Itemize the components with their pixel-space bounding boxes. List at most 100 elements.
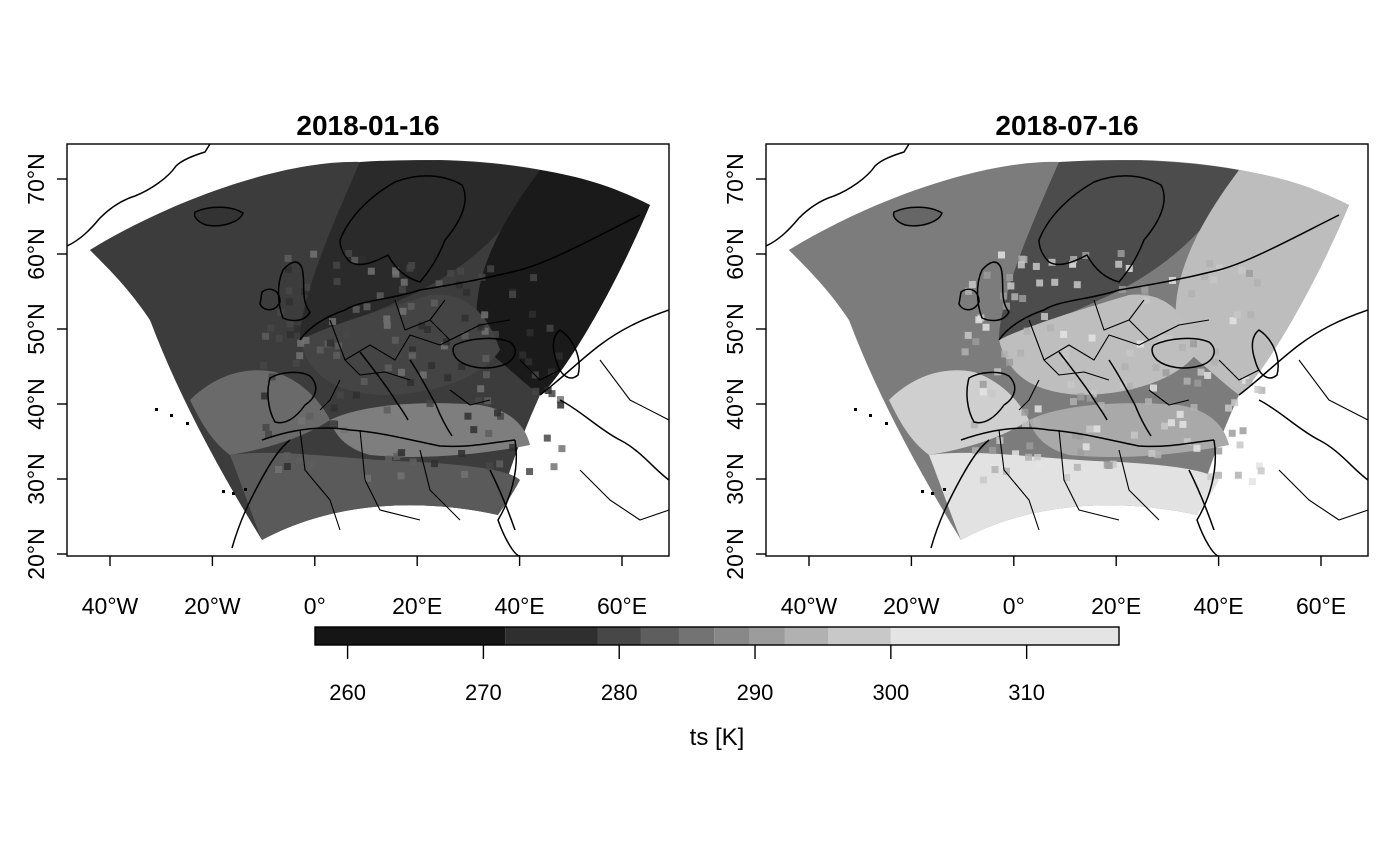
temperature-field [90,160,650,540]
plot-frame [765,143,1369,557]
grid-cell [262,332,270,340]
colorbar-bin [890,627,1119,645]
field-zone-iberia [190,370,330,455]
grid-cell [296,352,304,360]
grid-cell [333,261,341,269]
country-border [579,469,669,521]
grid-cell [1183,438,1191,446]
grid-cell [1070,256,1078,264]
grid-cell [329,420,337,428]
coastline [930,439,990,549]
x-tick-label: 20°E [392,593,442,619]
grid-cell [292,359,300,367]
x-tick-label: 20°E [1091,593,1141,619]
grid-cell [376,292,384,300]
grid-cell [1034,453,1042,461]
coastline [193,206,244,227]
grid-cell [1002,302,1010,310]
grid-cell [1152,363,1160,371]
grid-cell [1089,390,1097,398]
grid-cell [1194,379,1202,387]
grid-cell [1225,404,1233,412]
grid-cell [1034,405,1042,413]
grid-cell [275,465,283,473]
grid-cell [463,288,471,296]
coastline [489,469,516,531]
grid-cell [1077,393,1085,401]
grid-cell [475,397,483,405]
coastline [452,337,516,369]
country-border [1043,359,1110,381]
grid-cell [1248,478,1256,486]
grid-cell [1025,453,1033,461]
y-tick-label: 70°N [722,153,748,204]
coastline [552,329,580,379]
grid-cell [447,269,455,277]
field-zone-sahara [929,452,1219,540]
grid-cell [360,377,368,385]
grid-cell [979,388,987,396]
grid-cell [994,368,1002,376]
grid-cell [1117,250,1125,258]
grid-cell [478,273,486,281]
coastline [259,288,281,311]
country-border [519,359,561,381]
grid-cell [275,334,283,342]
coastline [1038,175,1165,283]
grid-cell [1076,432,1084,440]
y-axis: 20°N 30°N 40°N 50°N 60°N 70°N [722,153,766,580]
grid-cell [409,458,417,466]
grid-cell [1073,281,1081,289]
x-tick-label: 60°E [1296,593,1346,619]
grid-cell [1115,260,1123,268]
x-tick-label: 40°W [82,593,139,619]
grid-cell [363,303,371,311]
grid-cell [1254,385,1262,393]
grid-cell [1161,422,1169,430]
country-border [299,429,341,531]
island [931,492,934,495]
grid-cell [1200,272,1208,280]
y-tick-label: 50°N [722,303,748,354]
country-border [359,429,421,521]
grid-cell [1093,425,1101,433]
grid-cell [267,324,275,332]
island [943,488,946,491]
grid-cell [285,298,293,306]
coastline [277,261,311,322]
grid-cell [283,463,291,471]
grid-cell [398,368,406,376]
coastline [409,359,453,437]
country-border [1218,359,1260,381]
grid-cell [1236,441,1244,449]
grid-cell [1011,293,1019,301]
colorbar-ticks: 260 270 280 290 300 310 [329,645,1045,705]
country-border [1298,359,1368,421]
coastline [231,439,291,549]
grid-cell [399,307,407,315]
coastlines-and-borders [766,144,1368,556]
field-zone-north [999,160,1239,340]
field-zone-central [999,294,1199,395]
grid-cell [1036,279,1044,287]
grid-cell [555,352,563,360]
grid-cell [285,287,293,295]
grid-cell [550,463,558,471]
grid-cell [470,426,478,434]
country-border [344,359,411,381]
grid-cell [296,456,304,464]
grid-cell [997,251,1005,259]
grid-cell [335,342,343,350]
grid-cell [408,346,416,354]
grid-cell [457,267,465,275]
colorbar-tick-label: 310 [1008,680,1045,705]
colorbar-bin [749,627,785,645]
coastline [1258,399,1368,481]
grid-cell [1062,347,1070,355]
grid-cell [983,271,991,279]
grid-cell [1204,371,1212,379]
grid-cell [383,321,391,329]
colorbar-bin [640,627,679,645]
grid-cell [1183,377,1191,385]
y-tick-label: 60°N [722,228,748,279]
